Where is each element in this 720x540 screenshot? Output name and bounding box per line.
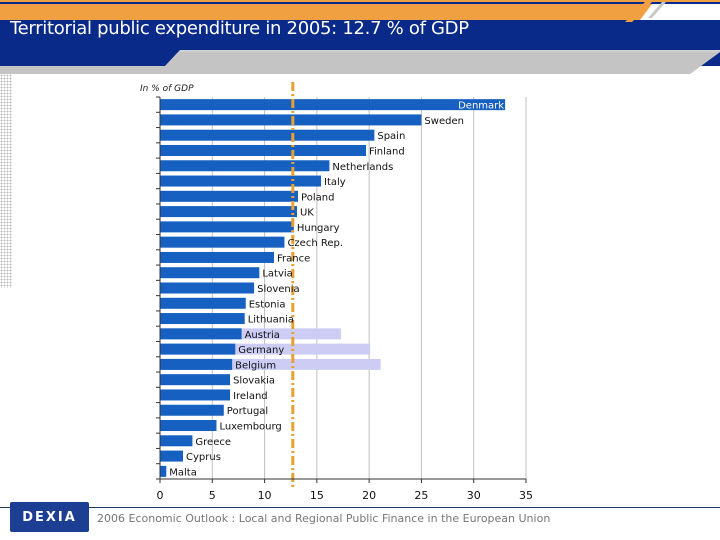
bar-label: Netherlands (332, 162, 393, 173)
x-tick-label: 25 (414, 489, 428, 500)
bar-estonia (160, 297, 246, 309)
footer-divider (0, 507, 720, 508)
bar-label: Lithuania (248, 315, 294, 326)
bar-label: Greece (195, 437, 231, 448)
bar-finland (160, 144, 367, 156)
bar-latvia (160, 267, 260, 279)
bar-label: Austria (245, 330, 280, 341)
bar-label: Italy (324, 177, 346, 188)
bar-slovakia (160, 374, 231, 386)
bar-spain (160, 129, 375, 141)
x-tick-label: 30 (467, 489, 481, 500)
bar-label: Denmark (458, 101, 504, 112)
bar-label: UK (300, 208, 314, 219)
bar-label: Latvia (262, 269, 292, 280)
bar-slovenia (160, 282, 255, 294)
bar-czechrep (160, 236, 285, 248)
bar-chart: In % of GDP Denmark Sweden Spain Finland Net… (140, 82, 533, 500)
bar-label: Poland (301, 192, 334, 203)
bar-light-germany (160, 343, 371, 355)
bar-uk (160, 206, 297, 218)
x-tick-label: 20 (362, 489, 376, 500)
bar-label: Estonia (249, 299, 286, 310)
bar-label: Sweden (424, 116, 464, 127)
x-tick-label: 10 (258, 489, 272, 500)
bar-portugal (160, 404, 224, 416)
bar-label: France (277, 253, 310, 264)
bar-label: Hungary (297, 223, 340, 234)
x-tick-label: 0 (157, 489, 164, 500)
bar-germany (160, 343, 236, 355)
page-title: Territorial public expenditure in 2005: … (10, 18, 469, 39)
bar-label: Slovenia (257, 284, 300, 295)
bar-luxembourg (160, 420, 217, 432)
bar-cyprus (160, 450, 184, 462)
bar-denmark (160, 99, 506, 111)
bar-lithuania (160, 313, 245, 325)
decorative-dot-grid (0, 74, 12, 288)
bar-label: Malta (169, 467, 197, 478)
bar-sweden (160, 114, 422, 126)
bar-greece (160, 435, 193, 447)
bar-austria (160, 328, 242, 340)
bar-light-belgium (160, 358, 381, 370)
x-tick-label: 15 (310, 489, 324, 500)
bar-italy (160, 175, 322, 187)
bar-label: Portugal (227, 406, 268, 417)
bar-label: Spain (377, 131, 405, 142)
bar-malta (160, 465, 167, 477)
bar-label: Ireland (233, 391, 268, 402)
dexia-logo: DEXIA (10, 502, 89, 532)
bar-label: Belgium (235, 360, 276, 371)
x-tick-label: 5 (209, 489, 216, 500)
footer-caption: 2006 Economic Outlook : Local and Region… (97, 512, 551, 525)
bar-hungary (160, 221, 294, 233)
bar-label: Cyprus (186, 452, 221, 463)
bar-light-austria (160, 328, 341, 340)
bar-poland (160, 190, 299, 202)
bar-label: Luxembourg (219, 422, 281, 433)
header-banner (0, 0, 720, 74)
bar-netherlands (160, 160, 330, 172)
unit-label: In % of GDP (140, 84, 194, 94)
bar-belgium (160, 358, 233, 370)
bar-ireland (160, 389, 231, 401)
bar-label: Germany (238, 345, 284, 356)
bar-label: Slovakia (233, 376, 275, 387)
bar-france (160, 251, 274, 263)
bar-label: Czech Rep. (287, 238, 343, 249)
bar-label: Finland (369, 146, 405, 157)
x-tick-label: 35 (519, 489, 533, 500)
